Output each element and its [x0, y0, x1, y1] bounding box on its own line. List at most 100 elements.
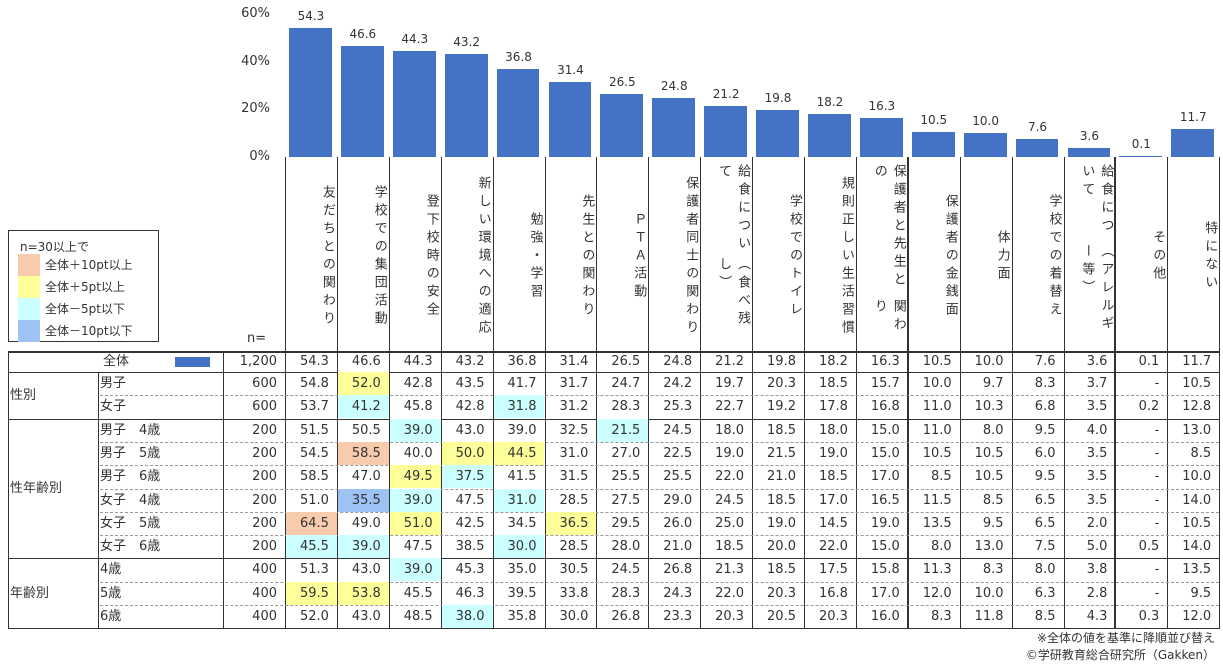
data-cell: 18.5	[767, 562, 796, 578]
category-label: 給食について （食べ残し）	[700, 164, 752, 350]
group-divider	[8, 372, 1220, 373]
row-label: 男子	[100, 376, 127, 391]
data-cell: 11.0	[922, 399, 952, 415]
data-cell: 64.5	[286, 511, 337, 535]
data-cell: 10.5	[1182, 515, 1212, 531]
row-divider	[100, 535, 1220, 537]
data-cell: 11.0	[922, 422, 952, 438]
group-label: 性年齢別	[10, 481, 63, 496]
total-cell: 36.8	[507, 354, 537, 369]
category-label: 勉強・学習	[493, 164, 545, 350]
data-cell: 18.5	[767, 492, 796, 508]
total-cell: 21.2	[715, 354, 745, 369]
row-label: 5歳	[100, 585, 122, 601]
row-label: 女子 4歳	[100, 492, 161, 508]
category-label: 先生との関わり	[545, 164, 597, 350]
data-cell: 52.0	[337, 372, 389, 395]
data-cell: 4.3	[1086, 609, 1108, 624]
data-cell: 18.5	[767, 422, 796, 438]
total-cell: 54.3	[299, 354, 329, 369]
data-cell: 35.0	[507, 562, 537, 578]
data-cell: 22.0	[715, 469, 745, 485]
category-label-line: 体力面	[994, 230, 1010, 284]
bar	[289, 27, 332, 157]
data-cell: 47.5	[403, 539, 433, 555]
bar-value-label: 10.0	[972, 114, 999, 129]
total-cell: 31.4	[559, 354, 589, 369]
data-cell: 43.0	[351, 609, 381, 624]
bar	[963, 133, 1007, 157]
data-cell: 4.0	[1086, 422, 1108, 438]
data-cell: 16.0	[870, 609, 900, 624]
bar	[340, 45, 384, 157]
data-cell: 17.8	[818, 399, 848, 415]
category-label-line: 新しい環境への適応	[475, 176, 491, 338]
category-label-line: 登下校時の安全	[423, 194, 439, 320]
data-cell: 22.5	[663, 445, 693, 461]
data-cell: 22.0	[715, 585, 745, 601]
data-cell: 25.0	[715, 515, 745, 531]
bar	[859, 118, 903, 157]
category-label: 新しい環境への適応	[441, 164, 493, 350]
row-label: 女子 5歳	[100, 515, 161, 531]
row-label: 女子	[100, 399, 127, 415]
bar	[808, 113, 851, 157]
data-cell: 39.0	[337, 535, 389, 559]
data-cell: 39.0	[389, 488, 441, 512]
data-cell: 31.8	[493, 395, 545, 419]
data-cell: 42.5	[455, 515, 485, 531]
bar-value-label: 0.1	[1131, 136, 1151, 151]
data-cell: 8.0	[931, 539, 952, 555]
data-cell: 35.8	[507, 609, 537, 624]
data-cell: 6.3	[1034, 585, 1056, 601]
bar	[496, 69, 540, 157]
total-cell: 24.8	[663, 354, 693, 369]
data-cell: 21.0	[663, 539, 693, 555]
legend-swatch	[18, 254, 40, 276]
label-column-divider	[98, 372, 99, 629]
row-label: 女子 6歳	[100, 539, 161, 555]
category-label-line: （アレルギー等）	[1079, 243, 1114, 334]
data-cell: 42.8	[403, 376, 433, 391]
row-divider	[100, 605, 1220, 606]
data-cell: 34.5	[507, 515, 537, 531]
row-n: 600	[252, 376, 277, 391]
column-divider	[596, 157, 598, 629]
bar	[911, 131, 955, 157]
sort-note: ※全体の値を基準に降順並び替え	[1036, 631, 1215, 645]
category-label-line: 先生との関わり	[579, 194, 595, 320]
row-n: 200	[252, 492, 277, 508]
data-cell: 20.0	[767, 539, 796, 555]
category-label-line: 給食について	[1079, 164, 1114, 236]
category-label: 保護者同士の関わり	[648, 164, 700, 350]
data-cell: 42.8	[455, 399, 485, 415]
data-cell: 45.5	[286, 535, 337, 559]
data-cell: 53.7	[299, 399, 329, 415]
category-label-line: 学校での着替え	[1046, 194, 1062, 320]
bar-value-label: 18.2	[816, 94, 844, 109]
data-cell: 3.8	[1086, 562, 1108, 578]
data-cell: 6.0	[1034, 445, 1056, 461]
row-n: 200	[252, 515, 277, 531]
data-cell: 16.8	[818, 585, 848, 601]
data-cell: 45.3	[455, 562, 485, 578]
total-cell: 11.7	[1182, 354, 1212, 369]
row-label: 男子 5歳	[100, 445, 161, 461]
data-cell: 8.3	[1034, 376, 1056, 391]
data-cell: 15.0	[870, 422, 900, 438]
data-cell: 6.5	[1034, 515, 1056, 531]
bar	[1119, 155, 1163, 157]
category-label-line: 給食について	[716, 164, 751, 254]
data-cell: 15.0	[870, 539, 900, 555]
data-cell: 54.8	[299, 376, 329, 391]
total-cell: 18.2	[818, 354, 848, 369]
data-cell: 27.5	[611, 492, 641, 508]
data-cell: 13.0	[974, 539, 1004, 555]
data-cell: 28.0	[611, 539, 641, 555]
bar-value-label: 36.8	[505, 50, 532, 65]
row-n: 200	[252, 422, 277, 438]
data-cell: 49.5	[389, 465, 441, 489]
data-cell: 21.5	[767, 445, 796, 461]
row-label: 男子 4歳	[100, 422, 161, 438]
category-label: 登下校時の安全	[389, 164, 441, 350]
